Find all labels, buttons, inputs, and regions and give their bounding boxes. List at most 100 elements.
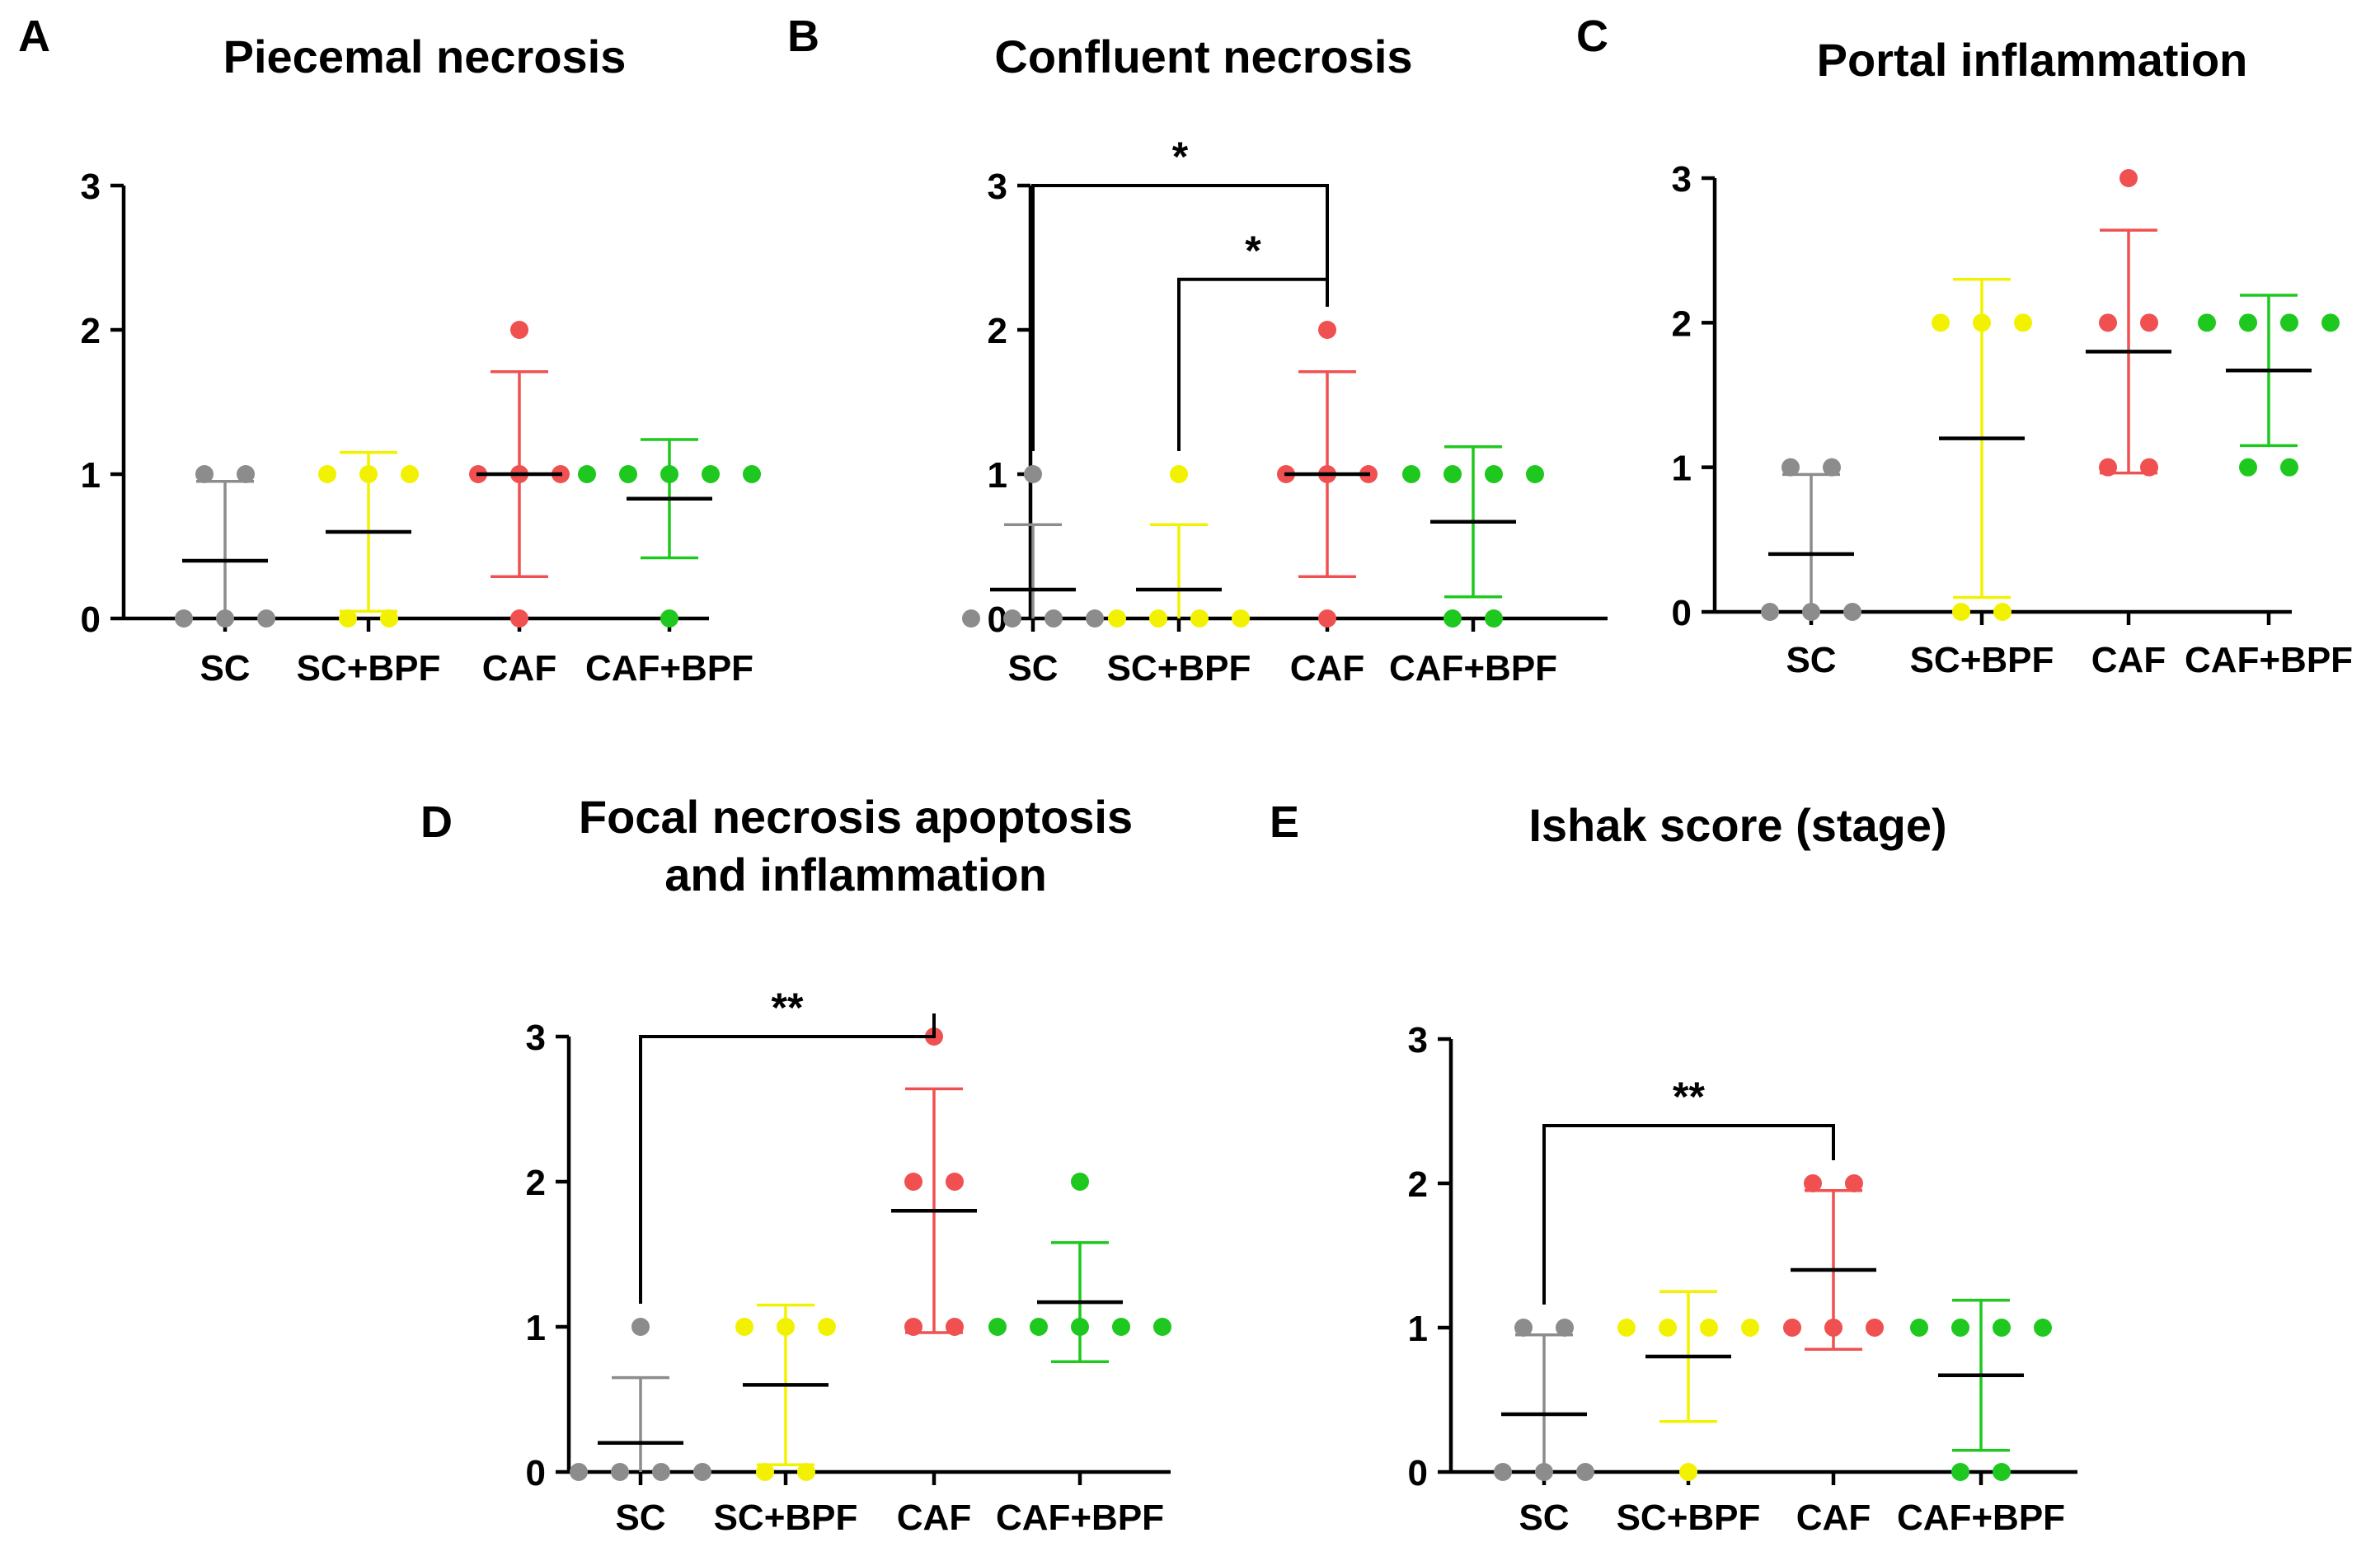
panel-letter: D	[420, 797, 453, 847]
data-point	[1526, 465, 1544, 483]
data-point	[1576, 1463, 1594, 1481]
data-point	[988, 1318, 1007, 1336]
data-point	[777, 1318, 795, 1336]
y-tick-label: 1	[526, 1308, 546, 1348]
y-tick-label: 3	[1408, 1020, 1428, 1060]
series-sc-bpf	[1108, 465, 1250, 628]
series-caf	[891, 1027, 977, 1336]
data-point	[1804, 1174, 1822, 1192]
data-point	[1485, 609, 1503, 628]
data-point	[510, 609, 528, 628]
significance-bracket: *	[1177, 228, 1329, 451]
data-point	[735, 1318, 753, 1336]
y-tick-label: 0	[1408, 1453, 1428, 1493]
bracket-line	[639, 1013, 936, 1304]
data-point	[1993, 1319, 2011, 1337]
data-point	[1617, 1319, 1636, 1337]
data-point	[1741, 1319, 1759, 1337]
panel-title: Ishak score (stage)	[1528, 799, 1946, 851]
data-point	[1108, 609, 1126, 628]
data-point	[756, 1463, 774, 1481]
y-tick-label: 2	[1672, 303, 1692, 344]
series-caf-bpf	[988, 1173, 1171, 1363]
series-sc-bpf	[1617, 1290, 1759, 1481]
data-point	[1071, 1173, 1089, 1191]
data-point	[2239, 313, 2257, 332]
data-point	[1951, 1463, 1969, 1481]
data-point	[2119, 169, 2138, 187]
data-point	[1443, 465, 1462, 483]
data-point	[1190, 609, 1209, 628]
panel-letter: B	[787, 12, 819, 61]
data-point	[702, 465, 720, 483]
data-point	[2099, 458, 2117, 477]
bracket-line	[1177, 277, 1329, 451]
y-tick-label: 3	[988, 167, 1007, 207]
significance-label: *	[1245, 228, 1261, 274]
y-tick-label: 1	[81, 455, 101, 496]
data-point	[1761, 603, 1779, 621]
data-point	[1993, 1463, 2011, 1481]
data-point	[401, 465, 419, 483]
data-point	[1318, 609, 1336, 628]
data-point	[2099, 313, 2117, 332]
data-point	[2280, 458, 2298, 477]
data-point	[257, 609, 275, 628]
data-point	[1932, 313, 1950, 332]
data-point	[2280, 313, 2298, 332]
series-caf	[1277, 321, 1378, 628]
data-point	[2140, 458, 2158, 477]
data-point	[2239, 458, 2257, 477]
x-tick-label: CAF	[1290, 648, 1364, 689]
data-point	[2198, 313, 2216, 332]
bracket-line	[1031, 184, 1329, 451]
series-caf	[1783, 1174, 1884, 1351]
panel-title: Portal inflammation	[1817, 34, 2248, 86]
data-point	[1170, 465, 1188, 483]
series-sc	[570, 1318, 711, 1481]
significance-label: **	[772, 985, 804, 1031]
x-tick-label: CAF	[2091, 640, 2166, 680]
panel-d: D Focal necrosis apoptosis and inflammatio…	[420, 791, 1171, 1538]
series-sc	[962, 465, 1104, 628]
data-point	[904, 1173, 922, 1191]
x-tick-label: CAF+BPF	[2185, 640, 2353, 680]
y-tick-label: 3	[1672, 159, 1692, 200]
data-point	[1149, 609, 1167, 628]
data-point	[1086, 609, 1104, 628]
panel-c: C Portal inflammation 0 1 2 3 SC SC+BPF CAF CAF+B…	[1576, 12, 2353, 680]
x-tick-label: CAF+BPF	[1897, 1498, 2065, 1538]
x-tick-label: CAF+BPF	[996, 1498, 1164, 1538]
series-caf-bpf	[578, 438, 761, 628]
data-point	[1024, 465, 1042, 483]
data-point	[359, 465, 378, 483]
y-tick-label: 2	[988, 311, 1007, 351]
data-point	[1845, 1174, 1863, 1192]
series-caf-bpf	[2198, 294, 2340, 477]
data-point	[1824, 1319, 1843, 1337]
data-point	[1535, 1463, 1553, 1481]
series-caf	[2086, 169, 2171, 477]
x-tick-label: SC	[1786, 640, 1836, 680]
data-point	[946, 1173, 964, 1191]
data-point	[1951, 1319, 1969, 1337]
data-point	[1843, 603, 1861, 621]
panel-letter: A	[18, 12, 50, 61]
bracket-line	[1542, 1124, 1835, 1305]
y-tick-label: 2	[526, 1163, 546, 1203]
data-point	[175, 609, 193, 628]
data-point	[1514, 1319, 1533, 1337]
series-sc	[1761, 458, 1861, 621]
y-tick-label: 2	[1408, 1164, 1428, 1205]
data-point	[1402, 465, 1420, 483]
data-point	[611, 1463, 629, 1481]
y-tick-label: 2	[81, 311, 101, 351]
panel-title: Piecemal necrosis	[223, 31, 627, 82]
data-point	[660, 609, 678, 628]
data-point	[1679, 1463, 1697, 1481]
series-caf-bpf	[1402, 445, 1544, 628]
panel-letter: E	[1270, 797, 1299, 847]
series-sc	[175, 465, 275, 628]
